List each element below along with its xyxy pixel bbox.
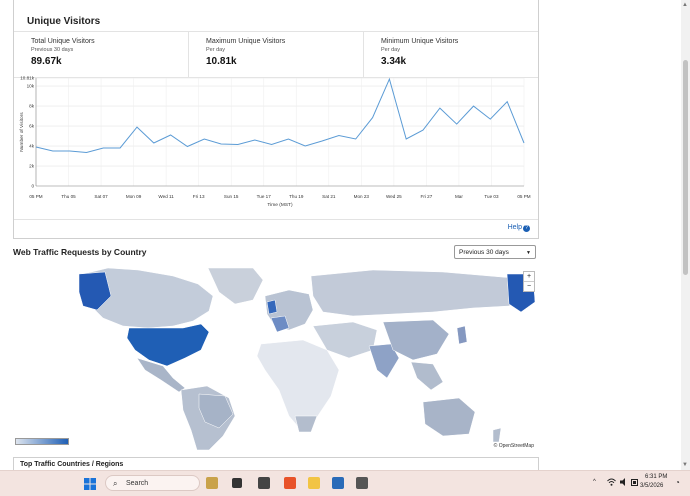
brave-browser-icon[interactable] bbox=[284, 477, 296, 489]
x-tick-label: Sat 21 bbox=[322, 194, 336, 199]
x-tick-label: Thu 19 bbox=[289, 194, 304, 199]
map-canvas bbox=[78, 267, 536, 450]
x-tick-label: Sat 07 bbox=[94, 194, 108, 199]
country-uk bbox=[266, 299, 278, 315]
search-icon: ⌕ bbox=[113, 479, 118, 488]
stats-row: Total Unique Visitors Previous 30 days 8… bbox=[14, 31, 538, 78]
country-japan bbox=[456, 325, 468, 345]
taskbar-search[interactable]: ⌕ Search bbox=[105, 475, 200, 491]
browser-page: Unique Visitors Total Unique Visitors Pr… bbox=[13, 0, 539, 470]
stat-label: Maximum Unique Visitors bbox=[206, 38, 286, 45]
period-value: Previous 30 days bbox=[459, 249, 509, 256]
notification-bell-icon[interactable]: ◔ bbox=[675, 478, 680, 487]
stat-max: Maximum Unique Visitors Per day 10.81k bbox=[189, 32, 364, 77]
country-usa bbox=[126, 323, 210, 367]
x-tick-label: Wed 11 bbox=[158, 194, 174, 199]
country-canada bbox=[82, 267, 214, 329]
y-tick-label: 8k bbox=[29, 104, 35, 109]
stat-sub: Per day bbox=[381, 47, 400, 53]
top-countries-panel: Top Traffic Countries / Regions bbox=[13, 457, 539, 470]
stat-label: Minimum Unique Visitors bbox=[381, 38, 459, 45]
country-china bbox=[382, 319, 450, 361]
camera-app-icon[interactable] bbox=[258, 477, 270, 489]
visitors-chart: 0 2k 4k 6k 8k 10k 10.81k 05 PM Thu 05 Sat 07 Mon 0… bbox=[14, 76, 538, 218]
stat-label: Total Unique Visitors bbox=[31, 38, 95, 45]
help-icon: ? bbox=[523, 225, 530, 232]
country-alaska bbox=[78, 271, 112, 311]
zoom-out-button[interactable]: − bbox=[526, 283, 532, 290]
volume-icon[interactable] bbox=[620, 478, 628, 488]
country-india bbox=[368, 343, 400, 379]
y-tick-label: 0 bbox=[31, 184, 34, 189]
x-tick-label: Mar bbox=[455, 194, 463, 199]
x-tick-label: Sun 15 bbox=[224, 194, 239, 199]
scroll-up-icon[interactable]: ▲ bbox=[682, 2, 688, 8]
world-map[interactable]: + − © OpenStreetMap bbox=[13, 266, 537, 450]
country-se-asia bbox=[410, 361, 444, 391]
task-view-icon[interactable] bbox=[232, 478, 242, 488]
panel-title: Unique Visitors bbox=[27, 16, 101, 27]
x-tick-label: Fri 27 bbox=[421, 194, 433, 199]
calculator-icon[interactable] bbox=[356, 477, 368, 489]
widgets-icon[interactable] bbox=[206, 477, 218, 489]
country-australia bbox=[422, 397, 476, 437]
visitors-series-line bbox=[35, 77, 525, 154]
zoom-in-button[interactable]: + bbox=[524, 272, 534, 282]
search-placeholder: Search bbox=[126, 480, 149, 487]
x-tick-label: Fri 13 bbox=[193, 194, 205, 199]
y-tick-label: 6k bbox=[29, 124, 35, 129]
stat-total: Total Unique Visitors Previous 30 days 8… bbox=[14, 32, 189, 77]
map-legend bbox=[15, 438, 69, 445]
x-tick-label: 05 PM bbox=[29, 194, 42, 199]
file-explorer-icon[interactable] bbox=[308, 477, 320, 489]
clock-time[interactable]: 6:31 PM bbox=[645, 474, 668, 480]
page-scrollbar[interactable]: ▲ ▼ bbox=[681, 0, 690, 470]
y-tick-label: 4k bbox=[29, 144, 35, 149]
unique-visitors-panel: Unique Visitors Total Unique Visitors Pr… bbox=[13, 0, 539, 239]
wifi-icon[interactable] bbox=[607, 478, 616, 488]
visitors-line-chart: 0 2k 4k 6k 8k 10k 10.81k 05 PM Thu 05 Sat 07 Mon 0… bbox=[19, 76, 531, 209]
stat-sub: Per day bbox=[206, 47, 225, 53]
windows-start-icon[interactable] bbox=[84, 477, 96, 490]
x-axis-label: Time (MST) bbox=[267, 202, 293, 208]
country-brazil bbox=[198, 393, 234, 429]
country-new-zealand bbox=[492, 427, 502, 443]
zoom-controls: + − bbox=[523, 271, 535, 292]
traffic-title: Web Traffic Requests by Country bbox=[13, 247, 147, 257]
taskbar: ⌕ Search ^ 6:31 PM 3/5/2026 ◔ bbox=[0, 470, 690, 496]
spreadsheet-app-icon[interactable] bbox=[332, 477, 344, 489]
country-france bbox=[270, 315, 290, 333]
help-label: Help bbox=[507, 224, 522, 231]
battery-icon[interactable] bbox=[631, 479, 639, 488]
stat-value: 3.34k bbox=[381, 56, 407, 67]
x-tick-label: 05 PM bbox=[517, 194, 530, 199]
stat-sub: Previous 30 days bbox=[31, 47, 74, 53]
y-axis-label: Number of Visitors bbox=[19, 112, 25, 152]
y-tick-label: 10.81k bbox=[20, 76, 34, 81]
country-greenland bbox=[207, 267, 264, 305]
clock-date[interactable]: 3/5/2026 bbox=[640, 483, 664, 489]
scrollbar-thumb[interactable] bbox=[683, 60, 688, 275]
x-tick-label: Mon 23 bbox=[354, 194, 370, 199]
x-tick-label: Tue 17 bbox=[257, 194, 272, 199]
map-attribution: © OpenStreetMap bbox=[492, 443, 535, 449]
y-tick-label: 2k bbox=[29, 164, 35, 169]
stat-value: 89.67k bbox=[31, 56, 62, 67]
country-south-africa bbox=[294, 415, 318, 433]
stat-value: 10.81k bbox=[206, 56, 237, 67]
panel-title: Top Traffic Countries / Regions bbox=[20, 461, 124, 468]
x-tick-label: Tue 03 bbox=[484, 194, 499, 199]
x-tick-label: Thu 05 bbox=[61, 194, 76, 199]
scroll-down-icon[interactable]: ▼ bbox=[682, 462, 688, 468]
chevron-down-icon: ▼ bbox=[526, 250, 531, 256]
help-link[interactable]: Help? bbox=[508, 224, 530, 232]
chevron-up-icon[interactable]: ^ bbox=[593, 479, 596, 485]
period-select[interactable]: Previous 30 days ▼ bbox=[454, 245, 536, 259]
x-tick-label: Wed 25 bbox=[386, 194, 402, 199]
panel-divider bbox=[14, 219, 538, 220]
y-tick-label: 10k bbox=[27, 84, 35, 89]
x-tick-label: Mon 09 bbox=[126, 194, 142, 199]
stat-min: Minimum Unique Visitors Per day 3.34k bbox=[364, 32, 538, 77]
country-russia bbox=[310, 269, 528, 317]
